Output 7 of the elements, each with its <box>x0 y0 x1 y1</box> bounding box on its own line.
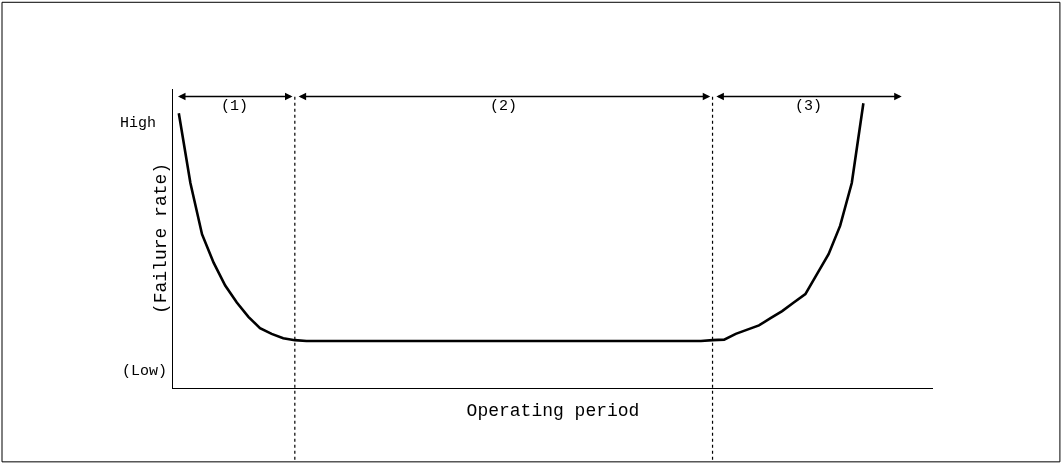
x-axis-title: Operating period <box>466 401 640 422</box>
annotation: (3) <box>795 98 823 115</box>
y-axis-title: (Failure rate) <box>151 162 172 315</box>
text: High <box>120 115 157 132</box>
text: (Low) <box>122 363 168 380</box>
annotation: (2) <box>490 98 518 115</box>
annotation: (1) <box>221 98 249 115</box>
